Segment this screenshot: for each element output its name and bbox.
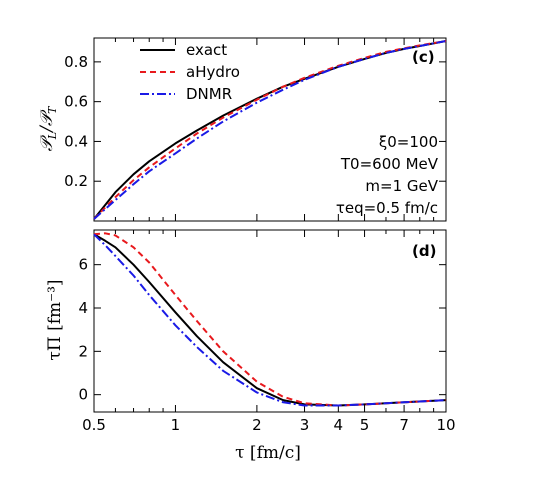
parameter-annotations: ξ0=100 T0=600 MeV m=1 GeV τeq=0.5 fm/c	[336, 133, 439, 217]
legend: exact aHydro DNMR	[140, 41, 240, 103]
y-tick-label-d-1: 2	[78, 342, 88, 360]
panel-c-series	[93, 40, 447, 220]
x-tick-label-4: 4	[334, 416, 344, 434]
legend-label-dnmr: DNMR	[186, 85, 232, 103]
annotation-xi0: ξ0=100	[379, 133, 438, 151]
x-tick-label-6: 7	[399, 416, 409, 434]
annotation-mass: m=1 GeV	[365, 177, 438, 195]
legend-label-ahydro: aHydro	[186, 63, 240, 81]
y-tick-label-c-1: 0.4	[64, 132, 88, 150]
panel-c-ylabel: 𝒫L/𝒫T	[37, 105, 59, 152]
y-tick-label-d-2: 4	[78, 299, 88, 317]
annotation-taueq: τeq=0.5 fm/c	[336, 199, 438, 217]
x-tick-label-2: 2	[252, 416, 262, 434]
x-tick-label-3: 3	[300, 416, 310, 434]
y-tick-label-c-2: 0.6	[64, 93, 88, 111]
x-tick-label-1: 1	[171, 416, 181, 434]
panel-d-frame	[93, 229, 447, 413]
x-tick-label-0: 0.5	[82, 416, 106, 434]
y-tick-label-d-3: 6	[78, 256, 88, 274]
ylabel-slash: /𝒫	[37, 109, 57, 134]
annotation-t0: T0=600 MeV	[340, 155, 439, 173]
ylabel-l-sub: L	[46, 132, 59, 140]
panel-c-tag: (c)	[412, 48, 435, 66]
x-tick-label-5: 5	[360, 416, 370, 434]
panel-d-ylabel: τΠ [fm⁻³]	[45, 279, 65, 360]
series-line-d-ahydro	[93, 232, 447, 407]
panel-d-series	[93, 232, 447, 407]
x-tick-label-7: 10	[436, 416, 455, 434]
y-tick-label-c-0: 0.2	[64, 172, 88, 190]
ylabel-t-sub: T	[46, 105, 59, 114]
panel-c-ticks: 0.2 0.4 0.6 0.8	[64, 38, 447, 221]
y-tick-label-c-3: 0.8	[64, 53, 88, 71]
series-line-d-dnmr	[93, 233, 447, 407]
y-tick-label-d-0: 0	[78, 386, 88, 404]
panel-c-frame	[93, 37, 447, 222]
series-line-c-dnmr	[93, 40, 447, 220]
panel-d-tag: (d)	[412, 242, 436, 260]
legend-label-exact: exact	[186, 41, 227, 59]
x-axis-label: τ [fm/c]	[235, 443, 301, 463]
panel-c-pressure-ratio: 0.2 0.4 0.6 0.8 (c) 𝒫L/𝒫T exact aHydro DNMR…	[37, 37, 447, 222]
